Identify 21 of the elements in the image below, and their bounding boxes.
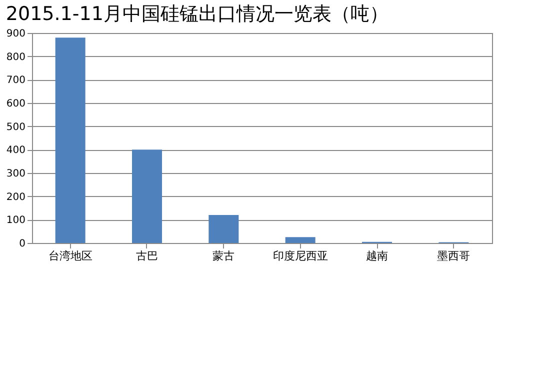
y-tick-label: 500 <box>6 122 26 133</box>
x-tick-label: 台湾地区 <box>48 250 92 262</box>
y-tick-label: 600 <box>6 98 26 110</box>
x-tick-label: 印度尼西亚 <box>272 250 328 262</box>
y-tick-label: 900 <box>6 28 26 40</box>
x-tick-label: 蒙古 <box>212 250 235 262</box>
y-tick-label: 800 <box>6 52 26 63</box>
chart-title: 2015.1-11月中国硅锰出口情况一览表（吨） <box>6 3 388 25</box>
bar <box>285 237 316 243</box>
x-tick-label: 墨西哥 <box>437 250 470 262</box>
y-tick-label: 200 <box>6 192 26 203</box>
y-tick-label: 400 <box>6 145 26 156</box>
y-tick-label: 0 <box>19 238 26 250</box>
bar <box>55 38 86 243</box>
x-tick-label: 越南 <box>366 250 388 262</box>
y-tick-label: 100 <box>6 215 26 226</box>
y-tick-label: 700 <box>6 75 26 86</box>
y-tick-label: 300 <box>6 168 26 180</box>
bar <box>208 215 239 243</box>
x-tick-label: 古巴 <box>136 250 158 262</box>
bar <box>132 150 162 243</box>
